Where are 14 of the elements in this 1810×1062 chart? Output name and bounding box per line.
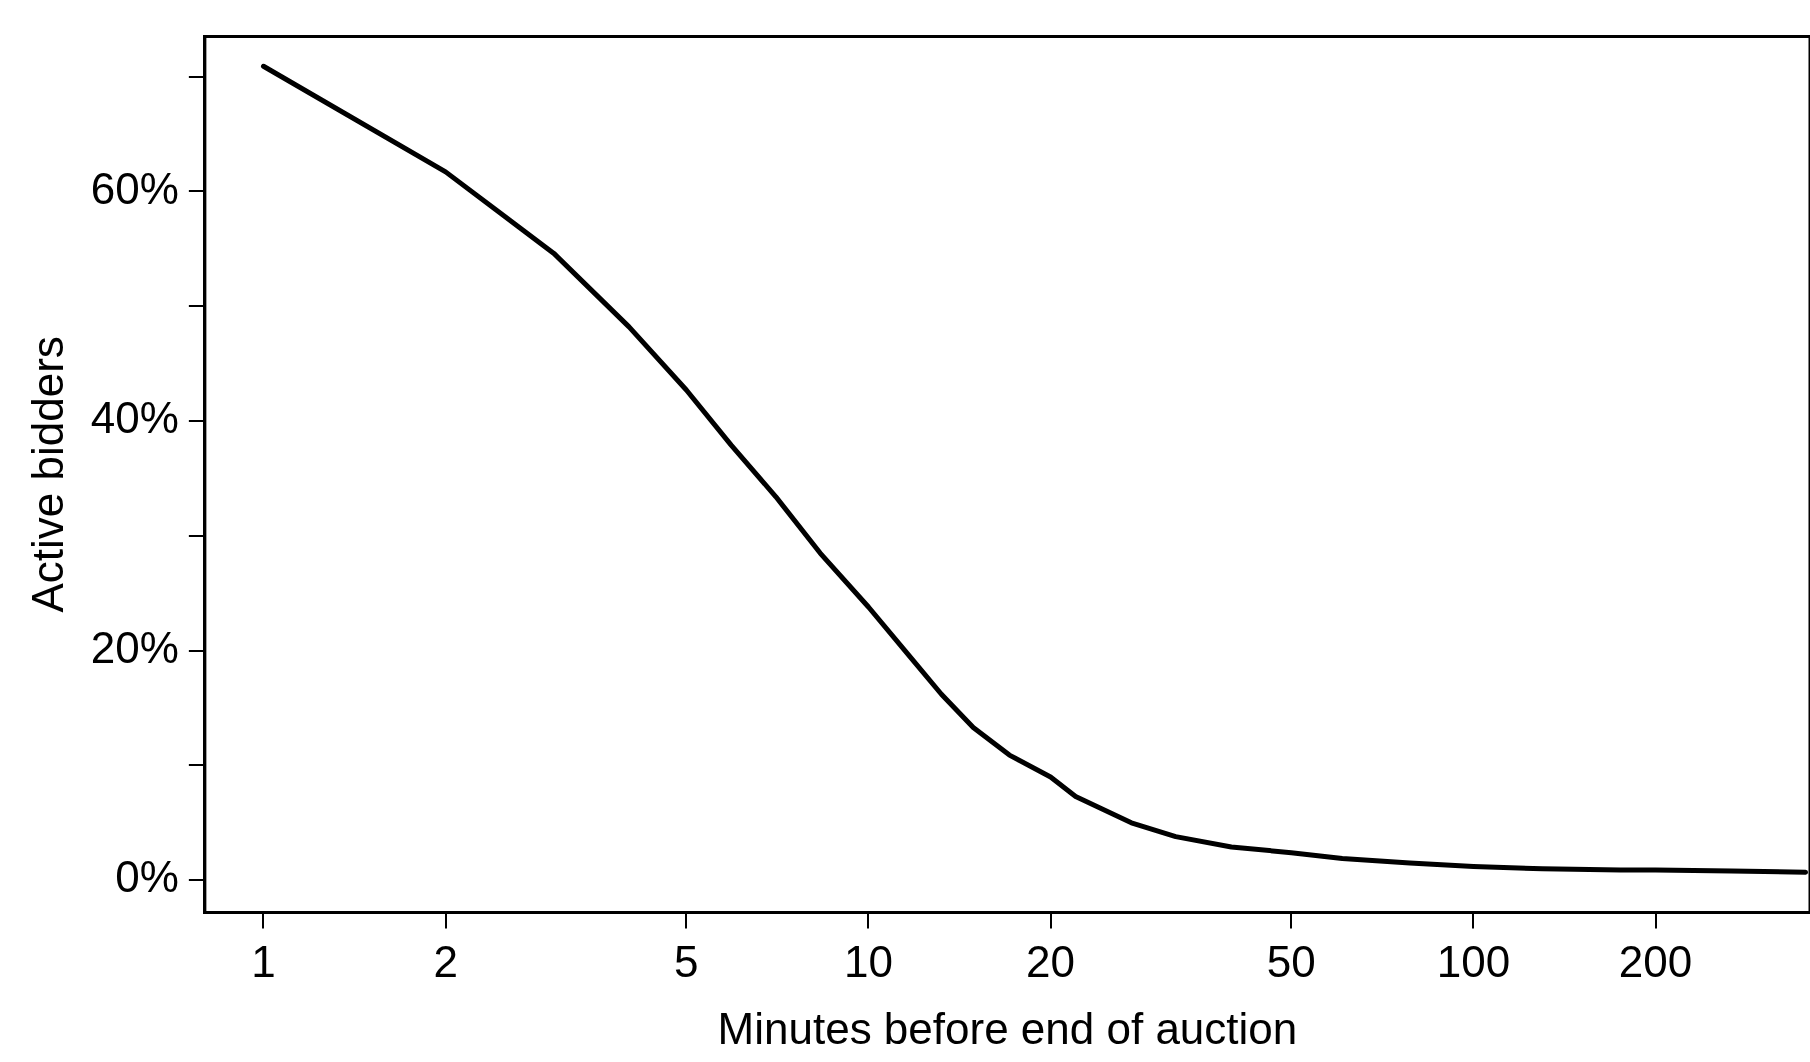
x-tick-label: 2 bbox=[433, 936, 458, 986]
x-tick-label: 1 bbox=[251, 936, 276, 986]
x-tick-label: 5 bbox=[674, 936, 699, 986]
x-tick-label: 50 bbox=[1266, 936, 1316, 986]
x-tick-label: 100 bbox=[1436, 936, 1511, 986]
y-tick-label: 40% bbox=[90, 393, 179, 443]
y-tick-label: 0% bbox=[115, 852, 179, 902]
y-tick-label: 60% bbox=[90, 163, 179, 213]
x-tick-label: 200 bbox=[1618, 936, 1693, 986]
x-axis-title: Minutes before end of auction bbox=[717, 1003, 1298, 1053]
y-axis-title: Active bidders bbox=[22, 336, 72, 613]
x-tick-label: 20 bbox=[1026, 936, 1076, 986]
x-tick-label: 10 bbox=[843, 936, 893, 986]
y-tick-label: 20% bbox=[90, 622, 179, 672]
